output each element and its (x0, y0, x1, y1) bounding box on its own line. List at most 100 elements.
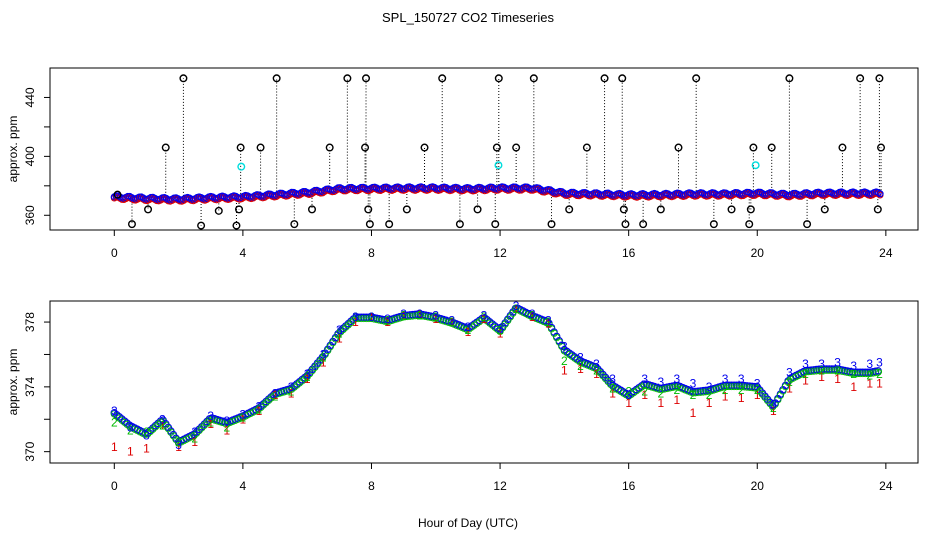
bottom-series-3-point: 3 (336, 323, 343, 337)
figure-title: SPL_150727 CO2 Timeseries (382, 10, 554, 25)
top-x-tick-label: 4 (240, 246, 247, 260)
bottom-series-3-point: 3 (288, 380, 295, 394)
bottom-series-2-point: 2 (529, 309, 536, 323)
top-spike-point (565, 205, 574, 214)
bottom-series-2-point: 2 (272, 390, 279, 404)
bottom-series-3-point: 3 (690, 377, 697, 391)
bottom-series-1-point: 1 (400, 309, 407, 323)
bottom-series-3-point: 3 (657, 375, 664, 389)
bottom-series-3-point: 3 (272, 386, 279, 400)
bottom-series-2-point: 2 (802, 367, 809, 381)
bottom-series-3-point: 3 (866, 357, 873, 371)
bottom-series-2-point: 2 (352, 310, 359, 324)
top-spike-point (873, 205, 882, 214)
bottom-series-2-point: 2 (111, 416, 118, 430)
top-y-tick-label: 440 (23, 87, 37, 107)
bottom-series-2-point: 2 (432, 310, 439, 324)
bottom-series-2-point: 2 (159, 419, 166, 433)
bottom-series-2-point: 2 (223, 420, 230, 434)
bottom-series-2-point: 2 (240, 411, 247, 425)
bottom-series-1-point: 1 (818, 370, 825, 384)
bottom-series-2-point: 2 (175, 435, 182, 449)
bottom-series-2-point: 2 (609, 381, 616, 395)
bottom-series-1-point: 1 (513, 302, 520, 316)
bottom-x-tick-label: 0 (111, 479, 118, 493)
bottom-series-2-point: 2 (449, 315, 456, 329)
bottom-series-3-point: 3 (754, 377, 761, 391)
x-axis-label: Hour of Day (UTC) (418, 516, 518, 530)
bottom-x-axis: 0 4 8 12 16 20 24 (111, 463, 893, 493)
top-spike-point (621, 220, 630, 229)
bottom-series-3-point: 3 (432, 309, 439, 323)
top-spike-point (308, 205, 317, 214)
bottom-series-2-point: 2 (770, 401, 777, 415)
bottom-series-1-point: 1 (529, 310, 536, 324)
top-x-tick-label: 16 (622, 246, 636, 260)
bottom-series-1-point: 1 (674, 393, 681, 407)
top-spike-point (767, 143, 776, 152)
bottom-series-2-point: 2 (416, 309, 423, 323)
bottom-series-1-point: 1 (481, 312, 488, 326)
bottom-series-3-point: 3 (529, 307, 536, 321)
top-cyan-point (237, 162, 246, 171)
top-spike-point (473, 205, 482, 214)
bottom-series-2-point: 2 (834, 364, 841, 378)
bottom-series-3-point: 3 (304, 367, 311, 381)
bottom-series-2-point: 2 (593, 364, 600, 378)
bottom-series-3-point: 3 (368, 310, 375, 324)
bottom-trace-circle-green (200, 421, 208, 430)
top-spike-point (362, 74, 371, 83)
bottom-series-1-point: 1 (722, 390, 729, 404)
bottom-series-3-point: 3 (876, 356, 883, 370)
bottom-series-1-point: 1 (593, 367, 600, 381)
top-spike-point (639, 220, 648, 229)
bottom-series-1-point: 1 (866, 377, 873, 391)
bottom-series-1-point: 1 (288, 386, 295, 400)
bottom-series-1-point: 1 (657, 396, 664, 410)
bottom-trace-circle-green (769, 403, 777, 411)
bottom-series-2-point: 2 (754, 383, 761, 397)
bottom-series-1-point: 1 (127, 445, 134, 459)
bottom-series-1-point: 1 (304, 372, 311, 386)
bottom-series-3-point: 3 (802, 357, 809, 371)
bottom-series-3-point: 3 (127, 420, 134, 434)
bottom-series-2-point: 2 (465, 323, 472, 337)
top-spike-point (290, 220, 299, 229)
bottom-x-tick-label: 12 (493, 479, 507, 493)
top-spike-point (745, 220, 754, 229)
bottom-series-2-point: 2 (786, 375, 793, 389)
bottom-series-3-point: 3 (641, 372, 648, 386)
top-y-tick-label: 400 (23, 146, 37, 166)
bottom-series-1-point: 1 (641, 388, 648, 402)
bottom-series-1-point: 1 (770, 404, 777, 418)
bottom-series-1-point: 1 (320, 356, 327, 370)
bottom-series-1-point: 1 (850, 380, 857, 394)
bottom-series-1-point: 1 (754, 388, 761, 402)
bottom-series-2-point: 2 (207, 416, 214, 430)
bottom-series-3-point: 3 (191, 425, 198, 439)
bottom-series-1-point: 1 (561, 364, 568, 378)
top-spike-point (365, 220, 374, 229)
bottom-x-tick-label: 8 (368, 479, 375, 493)
bottom-series-3-point: 3 (577, 351, 584, 365)
top-spike-point (325, 143, 334, 152)
bottom-series-1-point: 1 (223, 424, 230, 438)
bottom-series-1-point: 1 (416, 307, 423, 321)
top-spike-point (144, 205, 153, 214)
bottom-series-1-point: 1 (465, 325, 472, 339)
bottom-series-3-point: 3 (818, 357, 825, 371)
top-spike-point (600, 74, 609, 83)
bottom-series-2-point: 2 (690, 388, 697, 402)
top-panel-marks (110, 74, 886, 230)
bottom-trace-circle-green (203, 419, 211, 427)
top-panel: 0 4 8 12 16 20 24 360 400 440 approx. ppm (6, 67, 919, 260)
bottom-series-2-point: 2 (304, 370, 311, 384)
bottom-series-2-point: 2 (513, 302, 520, 316)
top-spike-point (438, 74, 447, 83)
bottom-series-3-point: 3 (850, 359, 857, 373)
bottom-y-tick-label: 374 (23, 377, 37, 397)
bottom-series-3-point: 3 (143, 428, 150, 442)
top-spike-point (875, 74, 884, 83)
top-spike-point (529, 74, 538, 83)
